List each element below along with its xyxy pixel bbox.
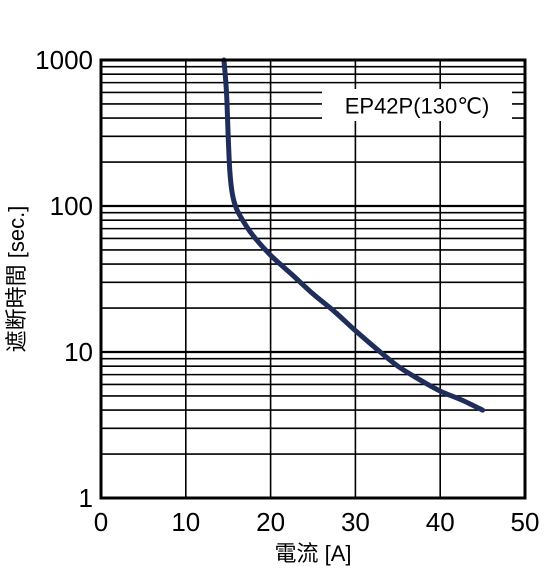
- legend: EP42P(130℃): [322, 89, 512, 121]
- x-tick-label: 10: [171, 507, 200, 537]
- legend-label: EP42P(130℃): [345, 94, 490, 119]
- y-tick-label: 10: [64, 337, 93, 367]
- plot-frame: [99, 58, 527, 500]
- x-tick-label: 50: [511, 507, 540, 537]
- series-layer: [221, 57, 486, 413]
- y-tick-label: 1000: [35, 45, 93, 75]
- y-tick-label: 100: [50, 191, 93, 221]
- x-tick-label: 30: [341, 507, 370, 537]
- x-tick-label: 0: [94, 507, 108, 537]
- x-tick-label: 20: [256, 507, 285, 537]
- y-tick-label: 1: [79, 483, 93, 513]
- x-tick-label: 40: [426, 507, 455, 537]
- series-line: [221, 57, 486, 413]
- tick-labels: 0 10 20 30 40 50 1 10 100 1000: [35, 45, 539, 537]
- x-axis-title: 電流 [A]: [274, 541, 351, 566]
- y-axis-title: 遮断時間 [sec.]: [4, 206, 29, 353]
- legend-box: [322, 89, 512, 121]
